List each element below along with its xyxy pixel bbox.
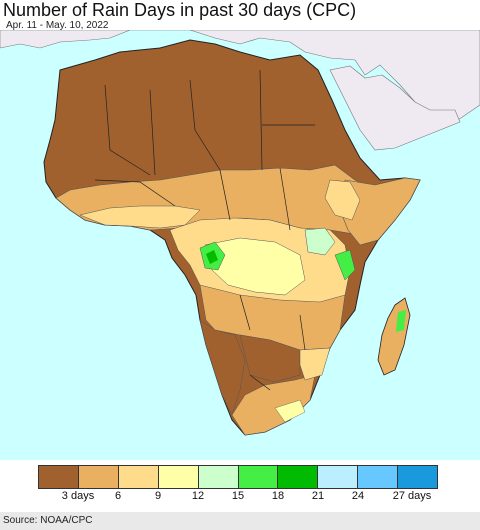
legend-swatch xyxy=(78,466,119,488)
rain-days-map xyxy=(0,30,480,460)
legend-swatch xyxy=(238,466,279,488)
legend-label: 27 days xyxy=(392,490,432,502)
ethiopia-highlands xyxy=(324,179,361,221)
legend-label: 15 xyxy=(231,490,245,502)
legend-swatch xyxy=(398,466,438,488)
legend-swatch xyxy=(39,466,79,488)
legend-label: 21 xyxy=(311,490,325,502)
legend-swatch xyxy=(318,466,359,488)
legend-swatch xyxy=(278,466,319,488)
madagascar-green xyxy=(396,310,406,332)
legend: 3 days 6 9 12 15 18 21 24 27 days xyxy=(0,460,480,512)
legend-label: 24 xyxy=(351,490,365,502)
gulf-of-guinea-band xyxy=(79,205,201,229)
legend-swatch xyxy=(358,466,399,488)
arabian-peninsula xyxy=(329,65,461,151)
lake-victoria-region xyxy=(304,227,336,256)
legend-color-bar xyxy=(38,465,438,489)
legend-swatch xyxy=(198,466,239,488)
date-range: Apr. 11 - May. 10, 2022 xyxy=(6,20,109,31)
legend-swatch xyxy=(158,466,199,488)
legend-label: 3 days xyxy=(61,490,95,502)
mozambique-coast xyxy=(299,347,331,381)
south-africa-mixed xyxy=(231,374,316,436)
legend-label: 9 xyxy=(154,490,162,502)
legend-swatch xyxy=(118,466,159,488)
footer: Source: NOAA/CPC xyxy=(0,512,480,530)
east-africa-green xyxy=(334,249,356,281)
legend-label: 6 xyxy=(114,490,122,502)
horn-of-africa xyxy=(339,177,421,246)
country-borders xyxy=(94,69,315,391)
source-credit: Source: NOAA/CPC xyxy=(3,515,93,526)
south-coast-light xyxy=(274,399,306,423)
legend-label: 12 xyxy=(191,490,205,502)
namibia-dry xyxy=(199,319,246,416)
gabon-deep-green xyxy=(206,250,218,264)
legend-label: 18 xyxy=(271,490,285,502)
congo-basin-light xyxy=(204,237,306,296)
map-title: Number of Rain Days in past 30 days (CPC… xyxy=(3,0,357,20)
